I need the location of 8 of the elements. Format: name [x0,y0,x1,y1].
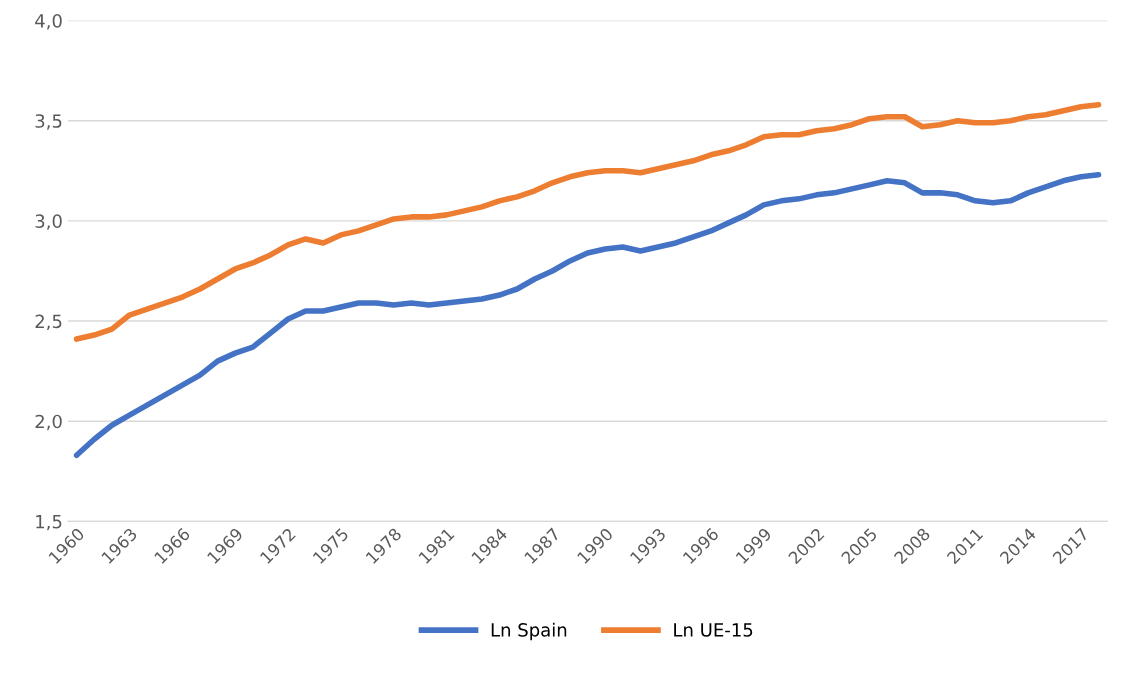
y-tick-label: 2,0 [35,414,62,431]
y-tick-label: 4,0 [35,14,62,30]
y-tick-label: 3,0 [35,214,62,230]
legend-label: Ln UE-15 [674,623,753,637]
y-tick-label: 1,5 [36,515,62,531]
y-tick-label: 2,5 [35,314,62,331]
legend-label: Ln Spain [491,622,567,641]
y-tick-label: 3,5 [35,114,62,130]
